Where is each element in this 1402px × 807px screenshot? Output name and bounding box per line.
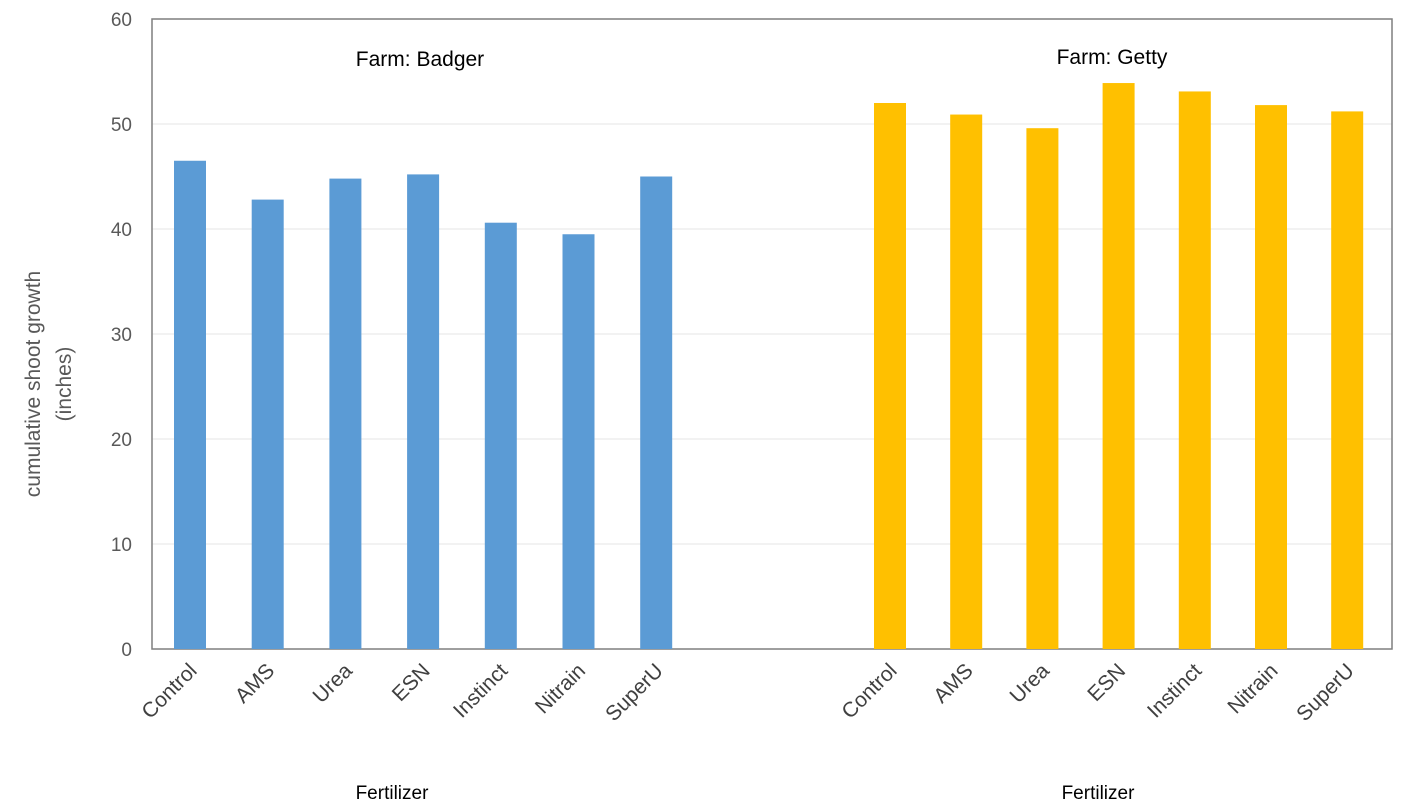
category-label-farm-getty-nitrain: Nitrain — [1223, 659, 1282, 718]
category-label-farm-badger-ams: AMS — [231, 659, 279, 707]
panel-title-badger: Farm: Badger — [356, 48, 484, 71]
bar-farm-getty-control — [874, 103, 906, 649]
y-tick-label-20: 20 — [111, 430, 132, 451]
y-tick-label-10: 10 — [111, 535, 132, 556]
y-axis-ticks: 0 10 20 30 40 50 60 — [111, 10, 132, 661]
category-label-farm-getty-instinct: Instinct — [1143, 659, 1206, 722]
bar-farm-getty-nitrain — [1255, 105, 1287, 650]
x-axis-title-getty: Fertilizer — [1062, 783, 1136, 804]
category-label-farm-getty-urea: Urea — [1005, 659, 1054, 708]
category-label-farm-getty-esn: ESN — [1083, 659, 1130, 706]
y-axis-title-line1: cumulative shoot growth — [22, 271, 45, 497]
bar-farm-getty-ams — [950, 114, 983, 650]
panel-title-getty: Farm: Getty — [1057, 46, 1168, 69]
bar-farm-getty-instinct — [1178, 91, 1211, 649]
bar-farm-getty-esn — [1102, 83, 1135, 650]
bar-farm-badger-superu — [640, 176, 673, 649]
y-tick-label-0: 0 — [121, 640, 132, 661]
category-labels: Control AMS Urea ESN Instinct Nitrain SuperU Co… — [137, 659, 1358, 726]
category-label-farm-getty-ams: AMS — [929, 659, 977, 707]
bar-farm-getty-urea — [1026, 128, 1059, 649]
y-tick-label-60: 60 — [111, 10, 132, 31]
category-label-farm-badger-control: Control — [137, 659, 201, 723]
category-label-farm-getty-superu: SuperU — [1292, 659, 1359, 726]
plot-area-frame — [151, 18, 1393, 650]
bar-farm-badger-instinct — [484, 222, 517, 649]
y-axis-title-line2: (inches) — [53, 347, 76, 422]
category-label-farm-badger-instinct: Instinct — [449, 659, 512, 722]
category-label-farm-badger-superu: SuperU — [601, 659, 668, 726]
category-label-farm-badger-esn: ESN — [388, 659, 435, 706]
bar-farm-badger-nitrain — [562, 234, 595, 649]
y-tick-label-40: 40 — [111, 220, 132, 241]
category-label-farm-getty-control: Control — [837, 659, 901, 723]
bar-farm-badger-urea — [329, 178, 362, 649]
bar-farm-badger-control — [174, 160, 206, 649]
bar-farm-badger-ams — [251, 199, 284, 649]
y-tick-label-30: 30 — [111, 325, 132, 346]
category-label-farm-badger-nitrain: Nitrain — [531, 659, 590, 718]
category-label-farm-badger-urea: Urea — [308, 659, 357, 708]
bar-farm-getty-superu — [1331, 111, 1364, 649]
y-tick-label-50: 50 — [111, 115, 132, 136]
bars — [174, 83, 1364, 650]
bar-farm-badger-esn — [407, 174, 440, 649]
x-axis-title-badger: Fertilizer — [356, 783, 430, 804]
